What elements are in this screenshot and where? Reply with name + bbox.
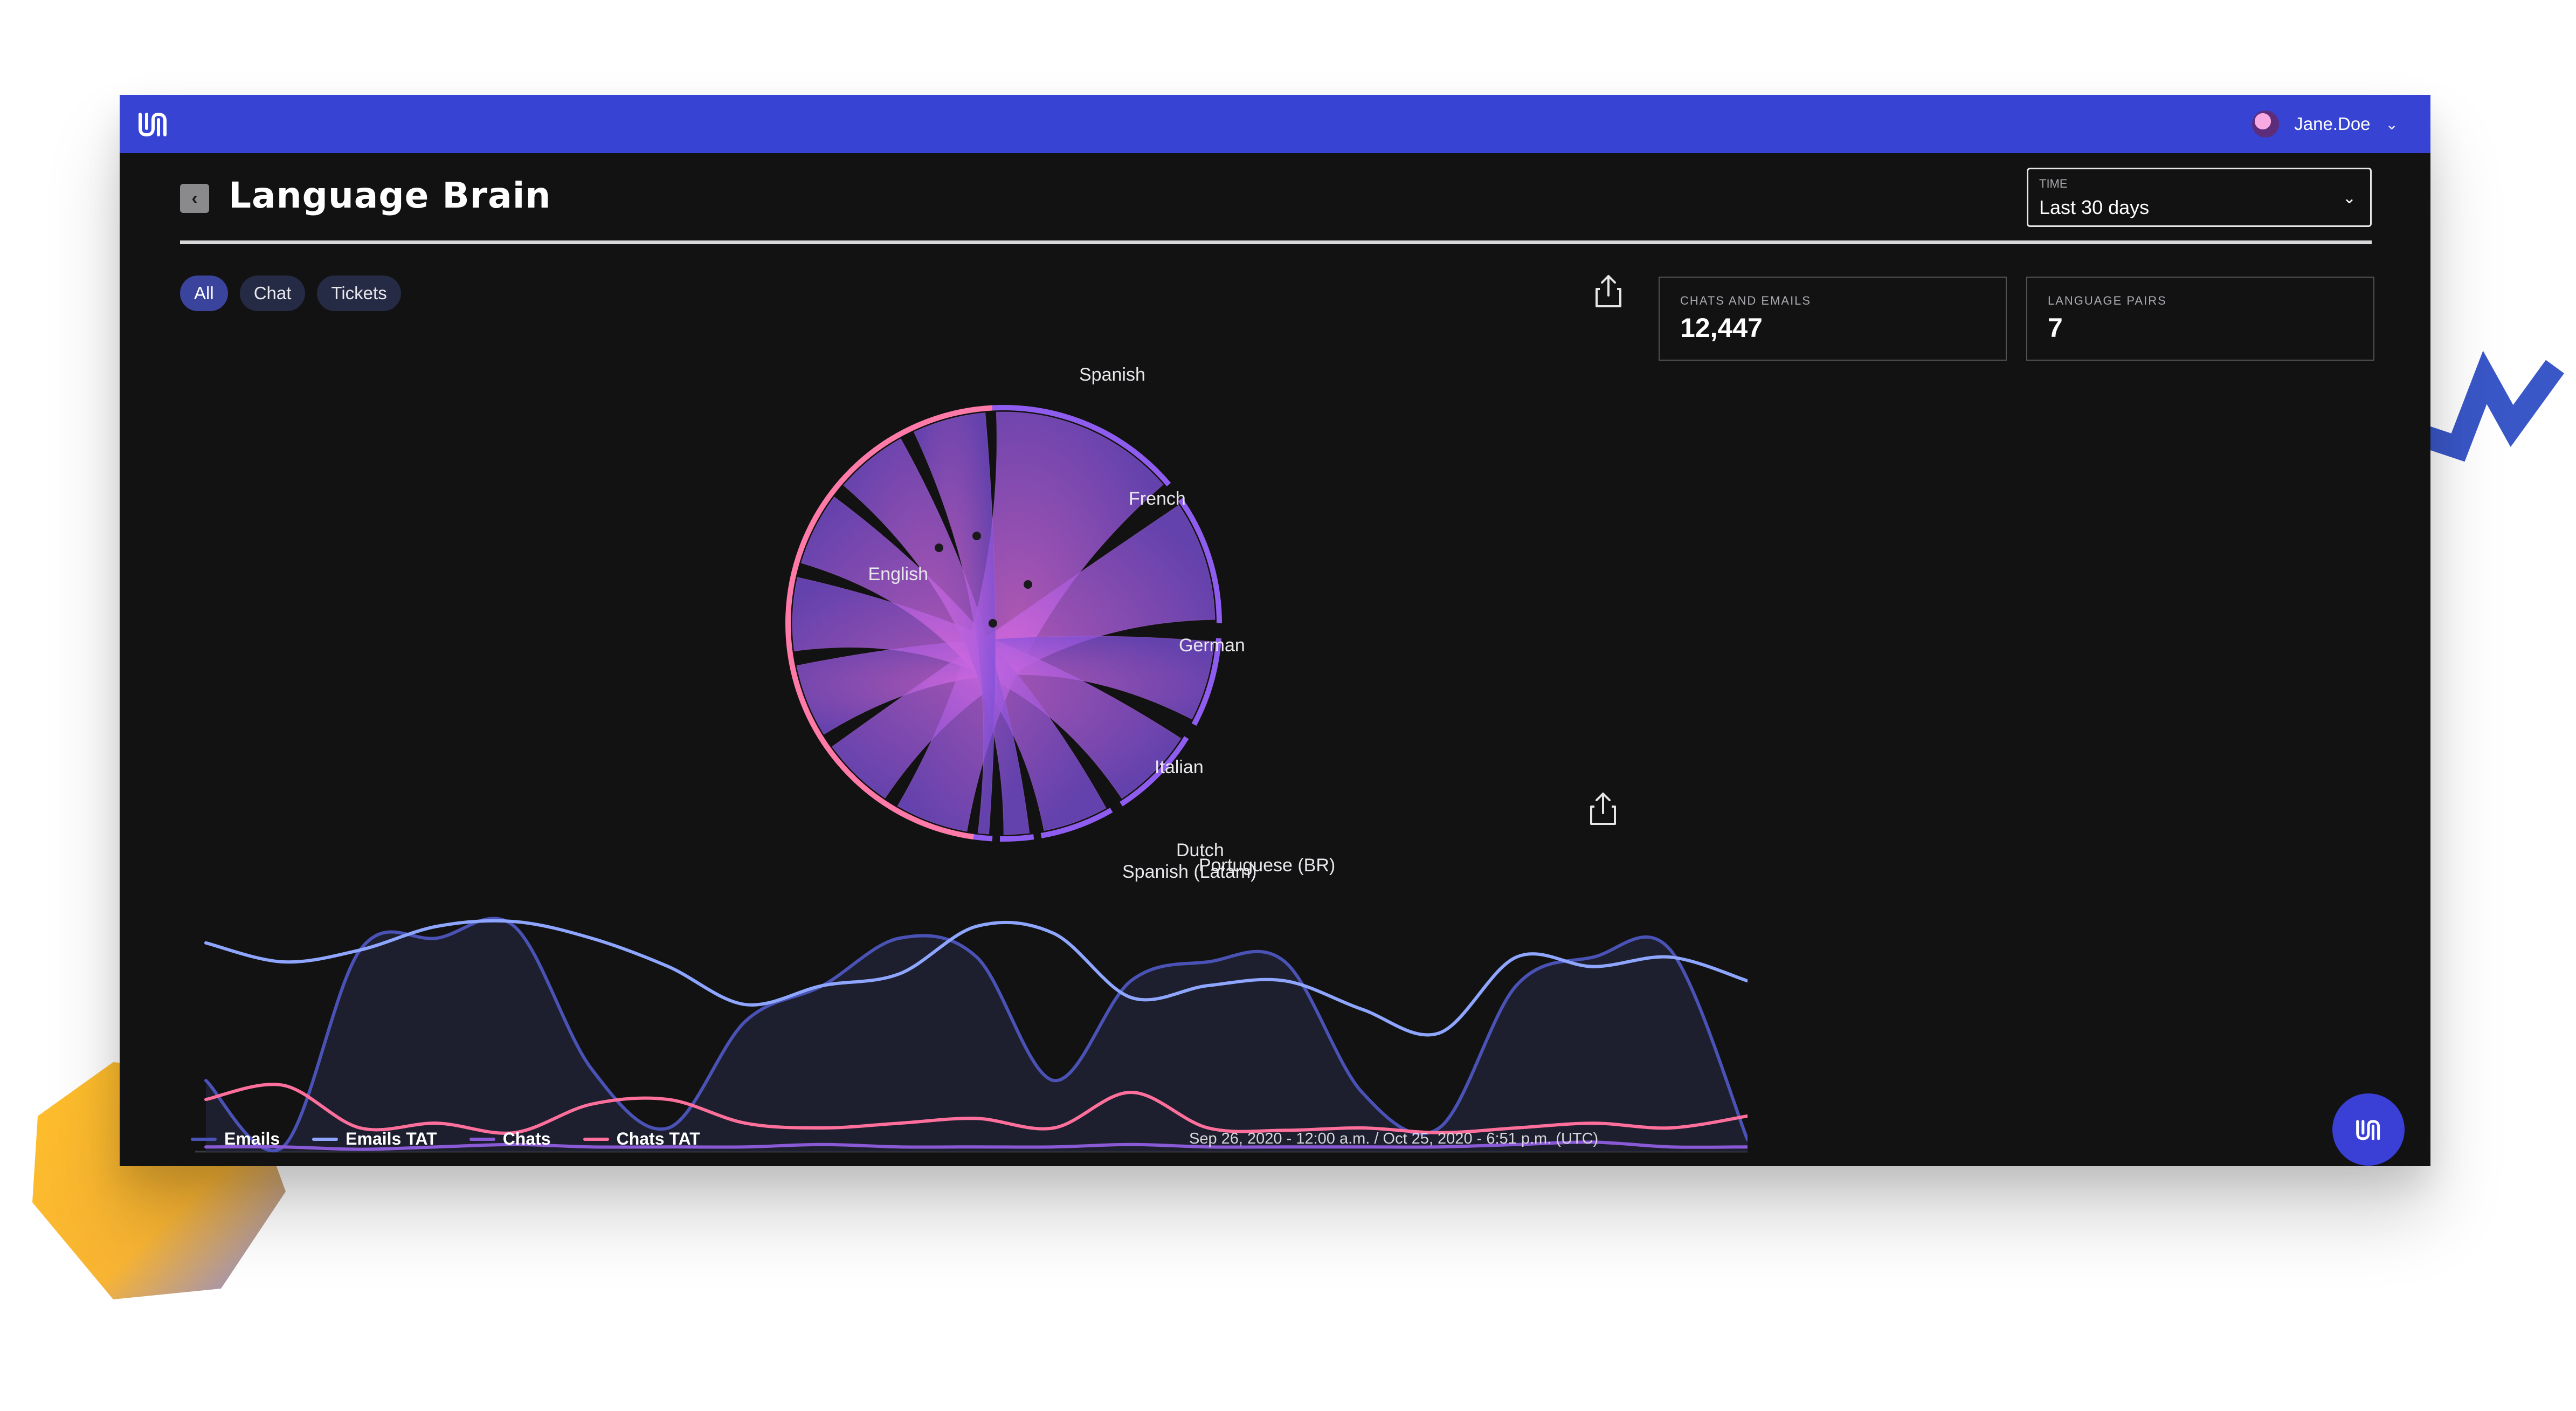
chip-tickets[interactable]: Tickets	[317, 276, 401, 311]
legend-item-chats[interactable]: Chats	[469, 1129, 551, 1149]
chord-ribbon[interactable]	[913, 412, 996, 835]
chart-legend: Emails Emails TAT Chats Chats TAT	[191, 1129, 700, 1149]
x-tick-label: Oct 16	[1131, 1164, 1177, 1166]
chord-label: French	[1129, 488, 1186, 509]
stat-label: LANGUAGE PAIRS	[2048, 294, 2167, 307]
chip-chat[interactable]: Chat	[239, 276, 306, 311]
stat-card-language-pairs: LANGUAGE PAIRS 7	[2026, 277, 2374, 361]
chord-ribbon[interactable]	[800, 496, 1107, 831]
chord-arc[interactable]	[1191, 638, 1222, 726]
back-arrow-icon: ‹	[191, 188, 198, 209]
chord-label: Portuguese (BR)	[1199, 855, 1335, 876]
chord-ribbon[interactable]	[792, 577, 1182, 799]
chord-arc[interactable]	[992, 405, 1171, 487]
stat-value: 7	[2048, 313, 2063, 343]
date-range-text: Sep 26, 2020 - 12:00 a.m. / Oct 25, 2020…	[1189, 1130, 1599, 1147]
time-filter-value: Last 30 days	[2039, 196, 2150, 218]
chord-arc[interactable]	[785, 405, 993, 840]
chord-dot	[935, 543, 943, 552]
series-area	[206, 918, 1748, 1152]
series-line[interactable]	[204, 1140, 1748, 1151]
legend-swatch	[191, 1137, 217, 1141]
stat-value: 12,447	[1680, 313, 1763, 343]
back-button[interactable]: ‹	[180, 184, 209, 213]
chord-graphic: Spanish French German Italian Portuguese (BR…	[785, 364, 1335, 882]
x-tick-label: Oct 9	[819, 1164, 857, 1166]
legend-item-emails[interactable]: Emails	[191, 1129, 280, 1149]
chord-arc[interactable]	[1178, 498, 1222, 624]
chord-arc[interactable]	[973, 834, 993, 842]
legend-swatch	[312, 1137, 339, 1141]
stat-label: CHATS AND EMAILS	[1680, 294, 1812, 307]
legend-swatch	[583, 1137, 609, 1141]
chord-label: Dutch	[1176, 840, 1224, 861]
time-filter-label: TIME	[2039, 177, 2068, 190]
chord-dot	[1024, 580, 1032, 589]
legend-label: Emails TAT	[346, 1129, 437, 1148]
legend-label: Emails	[224, 1129, 280, 1148]
stat-card-chats-emails: CHATS AND EMAILS 12,447	[1659, 277, 2007, 361]
user-menu[interactable]: Jane.Doe ⌄	[2252, 106, 2398, 142]
chord-arc[interactable]	[1040, 808, 1113, 838]
chord-ribbon[interactable]	[796, 636, 1215, 735]
line-chart: Oct 02 Oct 9 Oct 16 Oct 23	[195, 917, 1748, 1166]
legend-item-emails-tat[interactable]: Emails TAT	[312, 1129, 437, 1149]
avatar	[2252, 111, 2280, 137]
app-logo-fab-button[interactable]	[2332, 1093, 2405, 1166]
chevron-down-icon: ⌄	[2342, 189, 2356, 207]
app-window: Jane.Doe ⌄ ‹ Language Brain TIME Last 30…	[120, 95, 2430, 1166]
top-bar: Jane.Doe ⌄	[120, 95, 2430, 153]
series-line[interactable]	[204, 917, 1748, 1153]
chord-arc[interactable]	[999, 834, 1034, 842]
chord-arc[interactable]	[1120, 736, 1189, 807]
chord-dot	[972, 532, 981, 540]
series-line[interactable]	[204, 919, 1748, 1037]
chord-label: Spanish	[1079, 364, 1145, 385]
x-tick-label: Oct 02	[499, 1164, 545, 1166]
share-icon[interactable]	[1592, 273, 1625, 311]
legend-label: Chats	[502, 1129, 551, 1148]
header-divider	[180, 240, 2372, 244]
share-icon[interactable]	[1587, 790, 1619, 828]
time-filter-select[interactable]: TIME Last 30 days ⌄	[2027, 168, 2372, 227]
chip-all[interactable]: All	[180, 276, 228, 311]
chord-label: English	[868, 564, 928, 584]
legend-item-chats-tat[interactable]: Chats TAT	[583, 1129, 700, 1149]
chord-label: Spanish (Latam)	[1122, 862, 1256, 882]
chord-label: Italian	[1155, 757, 1204, 777]
chevron-down-icon: ⌄	[2385, 115, 2398, 133]
chord-label: German	[1179, 635, 1245, 656]
chord-dot	[989, 619, 997, 628]
filter-chips: All Chat Tickets	[180, 276, 401, 311]
app-logo-icon[interactable]	[136, 107, 170, 141]
legend-label: Chats TAT	[616, 1129, 700, 1148]
series-line[interactable]	[204, 1083, 1748, 1135]
user-name: Jane.Doe	[2294, 114, 2371, 134]
legend-swatch	[469, 1137, 495, 1141]
x-tick-label: Oct 23	[1447, 1164, 1493, 1166]
page-title: Language Brain	[229, 175, 551, 216]
decorative-zigzag	[2422, 350, 2564, 462]
language-chord-diagram: Spanish French German Italian Portuguese (BR…	[785, 364, 1335, 882]
